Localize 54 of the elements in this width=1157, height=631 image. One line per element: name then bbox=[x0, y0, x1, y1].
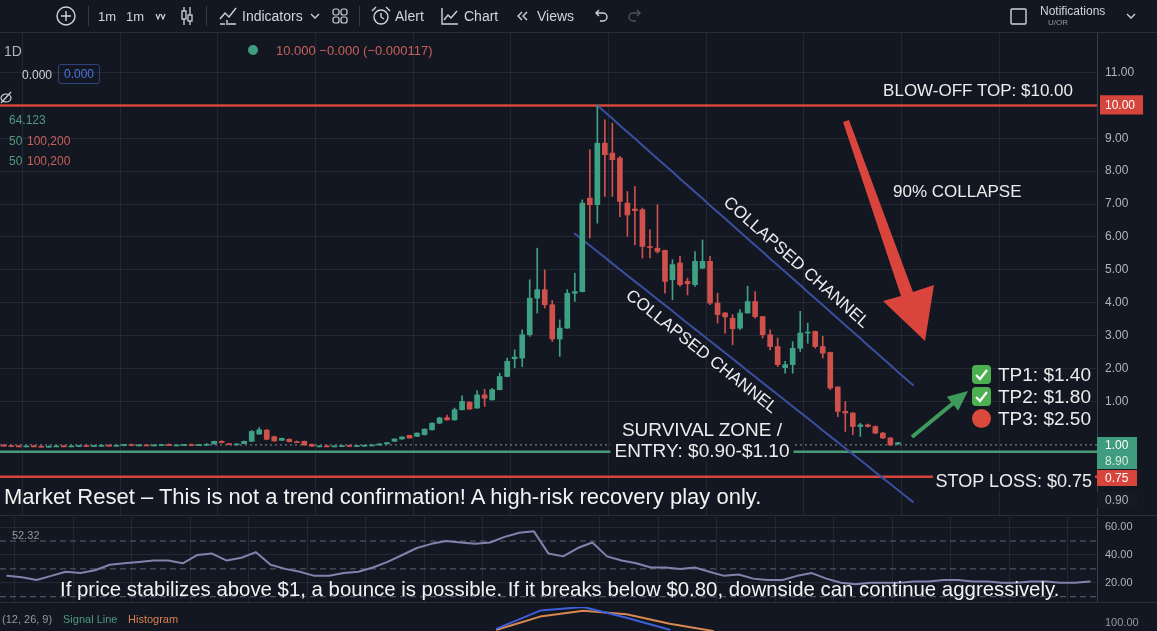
annotation: 1D bbox=[4, 43, 22, 59]
text: Market Reset – This is not a trend confirmation! A high-risk recovery play only. bbox=[4, 484, 762, 509]
y-tick-label: 4.00 bbox=[1105, 295, 1129, 310]
annotation: 52.32 bbox=[12, 529, 40, 541]
annotation: TP2: $1.80 bbox=[998, 386, 1091, 407]
text: Views bbox=[537, 8, 575, 24]
y-tick-label: 11.00 bbox=[1105, 64, 1135, 79]
annotation: (12, 26, 9) bbox=[2, 613, 53, 625]
annotation: 90% COLLAPSE bbox=[893, 182, 1022, 201]
annotation: 10.000 −0.000 (−0.000117) bbox=[276, 43, 433, 58]
annotation: Histogram bbox=[128, 613, 179, 625]
annotation: If price stabilizes above $1, a bounce is possible. If it breaks below $0.80, downside can continue aggressively. bbox=[60, 578, 1060, 600]
annotation: TP3: $2.50 bbox=[998, 408, 1091, 429]
annotation: 0.000 bbox=[58, 64, 101, 84]
y-tick-label: 40.00 bbox=[1105, 548, 1133, 561]
text: 0.90 bbox=[1097, 492, 1138, 508]
annotation: 50 bbox=[9, 154, 23, 168]
y-tick-label: 7.00 bbox=[1105, 196, 1129, 211]
candlestick bbox=[647, 229, 653, 259]
annotation: 64.123 bbox=[9, 113, 46, 127]
y-tick-label: 5.00 bbox=[1105, 262, 1129, 277]
y-tick-label: 10.00 bbox=[1105, 97, 1136, 112]
candlestick bbox=[587, 149, 593, 239]
text: Indicators bbox=[242, 8, 303, 24]
y-tick-label: 20.00 bbox=[1105, 575, 1133, 588]
candlestick bbox=[722, 312, 728, 334]
text: Alert bbox=[395, 8, 424, 24]
text: 0.75 bbox=[1097, 470, 1138, 486]
text: 100.00 bbox=[1105, 616, 1139, 628]
ref-line-label: BLOW-OFF TOP: $10.00 bbox=[883, 81, 1073, 101]
text: Notifications bbox=[1040, 4, 1106, 18]
annotation: Signal Line bbox=[63, 613, 118, 625]
y-tick-label: 60.00 bbox=[1105, 520, 1133, 533]
text: U/OR bbox=[1048, 18, 1068, 27]
annotation: 100,200 bbox=[27, 154, 71, 168]
annotation: SURVIVAL ZONE / ENTRY: $0.90-$1.10 bbox=[613, 419, 791, 461]
text: 1m bbox=[126, 9, 145, 24]
text: 8.90 bbox=[1097, 453, 1138, 469]
annotation: STOP LOSS: $0.75 bbox=[932, 471, 1095, 491]
y-tick-label: 2.00 bbox=[1105, 360, 1129, 375]
candlestick bbox=[857, 422, 864, 437]
y-tick-label: 6.00 bbox=[1105, 229, 1129, 244]
annotation: TP1: $1.40 bbox=[998, 364, 1091, 385]
annotation: 50 bbox=[9, 134, 23, 148]
candlestick bbox=[632, 186, 638, 246]
text: 1m bbox=[98, 9, 117, 24]
y-tick-label: 8.00 bbox=[1105, 163, 1129, 178]
candlestick bbox=[602, 119, 608, 197]
y-tick-label: 9.00 bbox=[1105, 130, 1129, 145]
annotation: 0.000 bbox=[22, 68, 53, 82]
y-tick-label: 1.00 bbox=[1105, 393, 1129, 408]
text: Chart bbox=[464, 8, 499, 24]
y-tick-label: 3.00 bbox=[1105, 328, 1129, 342]
annotation: 100,200 bbox=[27, 134, 71, 148]
